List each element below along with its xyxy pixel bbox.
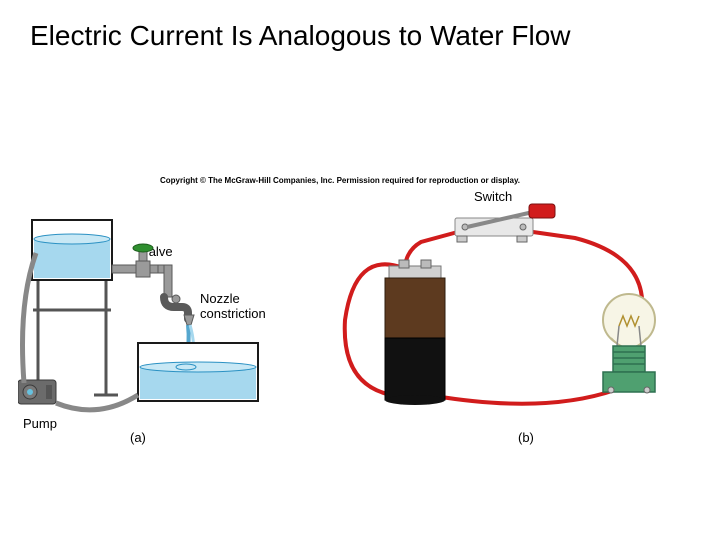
copyright-text: Copyright © The McGraw-Hill Companies, I… bbox=[160, 176, 520, 185]
light-bulb bbox=[603, 294, 655, 393]
caption-a: (a) bbox=[130, 430, 146, 445]
diagram-circuit bbox=[315, 200, 695, 430]
battery bbox=[385, 260, 445, 405]
diagram-water bbox=[18, 215, 288, 430]
page-title: Electric Current Is Analogous to Water F… bbox=[30, 18, 571, 53]
caption-b: (b) bbox=[518, 430, 534, 445]
switch-handle bbox=[529, 204, 555, 218]
